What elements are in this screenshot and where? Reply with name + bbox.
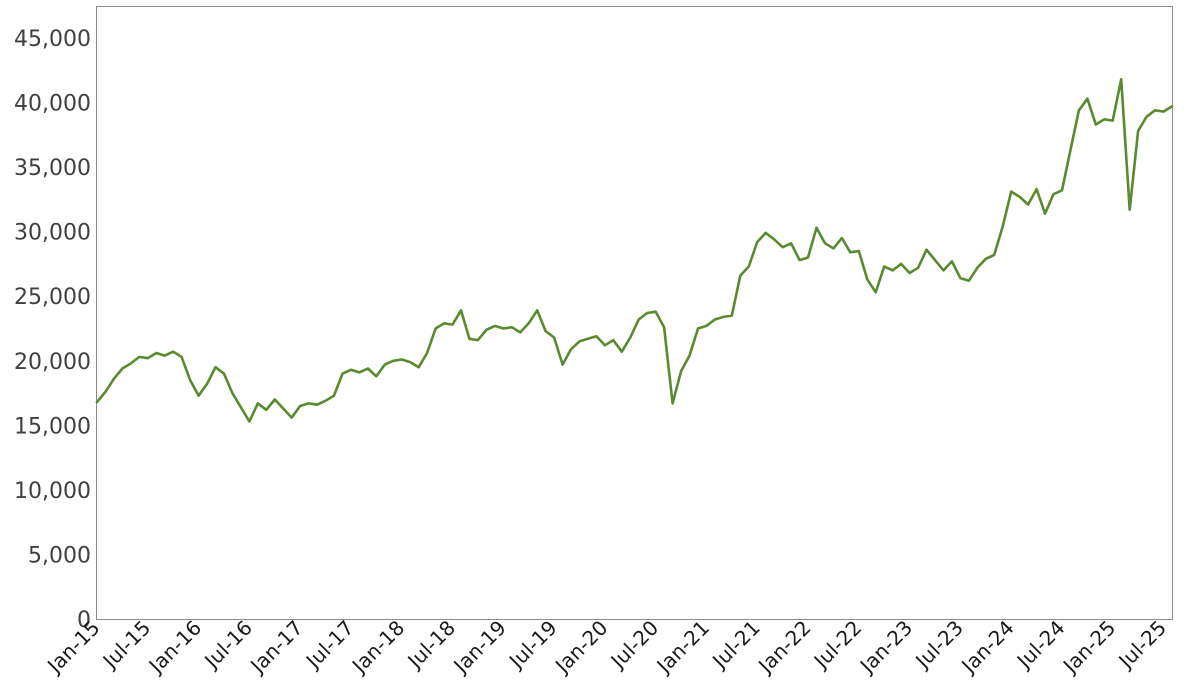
plot-area-frame	[96, 6, 1173, 620]
x-tick-label: Jul-19	[503, 616, 562, 675]
x-tick-label: Jan-19	[448, 616, 511, 679]
series-layer	[95, 78, 1174, 423]
x-tick-label: Jan-18	[346, 616, 409, 679]
y-tick-label: 40,000	[14, 92, 91, 117]
y-tick-label: 35,000	[14, 156, 91, 181]
x-tick-label: Jan-20	[549, 616, 612, 679]
x-tick-label: Jul-22	[808, 616, 867, 675]
x-tick-label: Jan-23	[854, 616, 917, 679]
series-line	[95, 78, 1174, 423]
x-tick-label: Jul-17	[300, 616, 359, 675]
x-tick-label: Jul-21	[706, 616, 765, 675]
y-tick-label: 20,000	[14, 350, 91, 375]
x-axis: Jan-15Jul-15Jan-16Jul-16Jan-17Jul-17Jan-…	[41, 616, 1171, 679]
x-tick-label: Jul-20	[605, 616, 664, 675]
y-tick-label: 15,000	[14, 414, 91, 439]
y-tick-label: 30,000	[14, 221, 91, 246]
x-tick-label: Jul-23	[909, 616, 968, 675]
x-tick-label: Jan-25	[1057, 616, 1120, 679]
y-tick-label: 10,000	[14, 479, 91, 504]
x-tick-label: Jan-21	[651, 616, 714, 679]
x-tick-label: Jan-16	[143, 616, 206, 679]
y-tick-label: 5,000	[28, 543, 91, 568]
x-tick-label: Jul-25	[1113, 616, 1172, 675]
x-tick-label: Jan-24	[955, 616, 1018, 679]
x-tick-label: Jul-15	[97, 616, 156, 675]
y-tick-label: 25,000	[14, 285, 91, 310]
x-tick-label: Jan-22	[752, 616, 815, 679]
y-tick-label: 0	[77, 608, 91, 633]
x-tick-label: Jan-15	[41, 616, 104, 679]
y-axis: 0 5,000 10,000 15,000 20,000 25,000 30,000 35,0…	[14, 27, 91, 633]
x-tick-label: Jul-16	[198, 616, 257, 675]
y-tick-label: 45,000	[14, 27, 91, 52]
x-tick-label: Jul-24	[1011, 616, 1070, 675]
x-tick-label: Jan-17	[244, 616, 307, 679]
x-tick-label: Jul-18	[402, 616, 461, 675]
